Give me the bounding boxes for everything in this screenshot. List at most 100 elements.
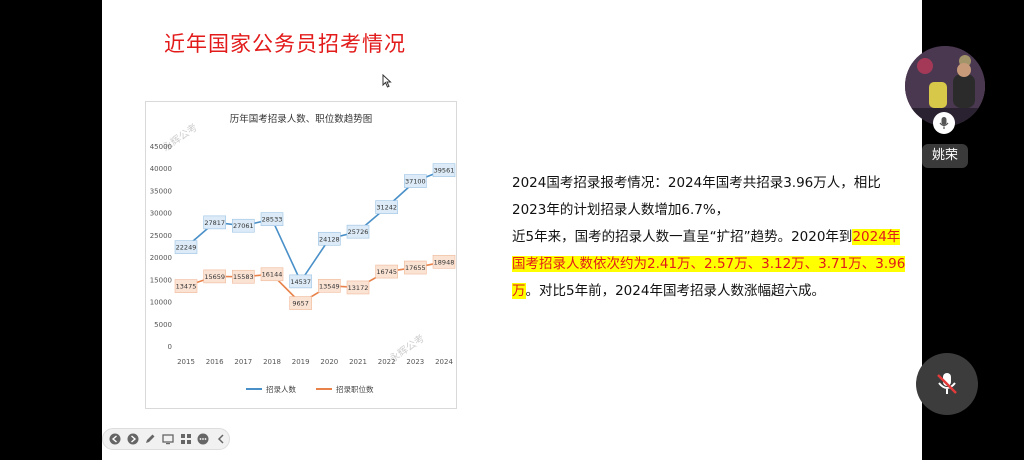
data-label-text: 17655 <box>405 264 426 272</box>
y-tick-label: 30000 <box>150 210 172 218</box>
participant-name: 姚荣 <box>922 144 968 168</box>
data-label: 16144 <box>260 267 284 282</box>
y-tick-label: 0 <box>168 343 172 351</box>
data-label-box <box>174 279 198 293</box>
slide-title: 近年国家公务员招考情况 <box>164 32 406 56</box>
series-line-0 <box>185 169 445 284</box>
mouse-cursor-icon <box>382 74 392 88</box>
data-label: 13549 <box>318 278 341 293</box>
x-tick-label: 2022 <box>378 358 396 366</box>
legend-item: 招录职位数 <box>316 384 374 394</box>
data-label-box <box>289 274 312 289</box>
data-label-text: 37100 <box>405 178 426 186</box>
data-label-box <box>404 260 427 275</box>
mic-off-icon <box>937 373 957 394</box>
data-label: 31242 <box>375 200 398 214</box>
data-label-box <box>232 218 255 233</box>
series-lines <box>185 169 445 305</box>
data-label-box <box>346 280 370 295</box>
screen-icon[interactable] <box>160 431 176 447</box>
y-tick-label: 35000 <box>150 187 172 195</box>
paragraph-2-suffix: 。对比5年前，2024年国考招录人数涨幅超六成。 <box>525 283 825 299</box>
y-axis: 45000 40000 35000 30000 25000 20000 15000 10000… <box>150 143 172 351</box>
data-label-text: 27061 <box>233 222 254 230</box>
grid-icon[interactable] <box>178 431 194 447</box>
data-label: 13172 <box>346 280 370 295</box>
data-label: 14537 <box>289 274 312 289</box>
y-tick-label: 20000 <box>150 254 172 262</box>
chart-title: 历年国考招录人数、职位数趋势图 <box>230 113 373 125</box>
data-label: 22249 <box>174 240 198 254</box>
slide-toolbar <box>102 428 230 450</box>
data-label-box <box>203 215 226 230</box>
data-label-text: 28533 <box>262 216 283 224</box>
data-label-box <box>318 278 341 293</box>
x-tick-label: 2024 <box>435 358 453 366</box>
y-tick-label: 15000 <box>150 276 172 284</box>
data-label: 24128 <box>318 231 341 246</box>
data-label-box <box>432 163 456 177</box>
y-tick-label: 25000 <box>150 232 172 240</box>
data-label: 27817 <box>203 215 226 230</box>
data-label-text: 22249 <box>176 244 197 252</box>
x-tick-label: 2018 <box>263 358 281 366</box>
data-label-text: 25726 <box>348 228 369 236</box>
data-label: 15659 <box>203 269 226 284</box>
chart-legend: 招录人数 招录职位数 <box>246 384 374 394</box>
data-label-text: 14537 <box>290 278 311 286</box>
data-label-box <box>346 224 370 239</box>
data-label-box <box>289 296 312 310</box>
slide-body: 2024国考招录报考情况：2024年国考共招录3.96万人，相比2023年的计划… <box>482 170 912 305</box>
data-label: 37100 <box>404 174 427 188</box>
trend-chart: 历年国考招录人数、职位数趋势图 永辉公考 永辉公考 45000 40000 3500… <box>145 101 457 409</box>
legend-item: 招录人数 <box>246 384 296 394</box>
y-tick-label: 10000 <box>150 299 172 307</box>
x-tick-label: 2016 <box>206 358 224 366</box>
data-label-box <box>203 269 226 284</box>
data-label: 9657 <box>289 296 312 310</box>
collapse-icon[interactable] <box>213 431 229 447</box>
data-label-box <box>432 254 456 269</box>
data-label: 27061 <box>232 218 255 233</box>
data-label-box <box>232 269 255 284</box>
data-label-text: 18948 <box>434 258 455 266</box>
data-label: 17655 <box>404 260 427 275</box>
data-label-box <box>318 231 341 246</box>
data-label-text: 24128 <box>319 235 340 243</box>
data-label-box <box>174 240 198 254</box>
paragraph-2: 近5年来，国考的招录人数一直呈“扩招”趋势。2020年到2024年国考招录人数依… <box>482 224 912 305</box>
data-label: 25726 <box>346 224 370 239</box>
data-label: 15583 <box>232 269 255 284</box>
x-tick-label: 2020 <box>320 358 338 366</box>
more-icon[interactable] <box>196 431 212 447</box>
y-tick-label: 40000 <box>150 165 172 173</box>
next-icon[interactable] <box>125 431 141 447</box>
legend-label: 招录人数 <box>266 384 296 394</box>
legend-label: 招录职位数 <box>336 384 374 394</box>
data-label-text: 9657 <box>292 300 309 308</box>
data-label-text: 27817 <box>204 219 225 227</box>
paragraph-1: 2024国考招录报考情况：2024年国考共招录3.96万人，相比2023年的计划… <box>512 175 881 218</box>
data-label-box <box>375 200 398 214</box>
data-label-box <box>260 212 284 226</box>
data-label-text: 15583 <box>233 273 254 281</box>
data-label-text: 16144 <box>262 271 283 279</box>
data-label-text: 13172 <box>348 284 369 292</box>
microphone-muted-button[interactable] <box>916 353 978 415</box>
data-label: 39561 <box>432 163 456 177</box>
chart-svg: 历年国考招录人数、职位数趋势图 永辉公考 永辉公考 45000400003500… <box>150 113 456 394</box>
data-label: 13475 <box>174 279 198 293</box>
data-label-text: 13549 <box>319 282 340 290</box>
prev-icon[interactable] <box>107 431 123 447</box>
data-label-text: 15659 <box>204 273 225 281</box>
paragraph-2-prefix: 近5年来，国考的招录人数一直呈“扩招”趋势。2020年到 <box>512 229 853 245</box>
data-label-text: 39561 <box>434 167 455 175</box>
data-label-text: 13475 <box>176 283 197 291</box>
data-label-box <box>404 174 427 188</box>
data-label-text: 31242 <box>376 204 397 212</box>
pen-icon[interactable] <box>142 431 158 447</box>
data-label-box <box>375 264 398 279</box>
data-label: 28533 <box>260 212 284 226</box>
y-tick-label: 5000 <box>154 321 172 329</box>
data-label: 18948 <box>432 254 456 269</box>
